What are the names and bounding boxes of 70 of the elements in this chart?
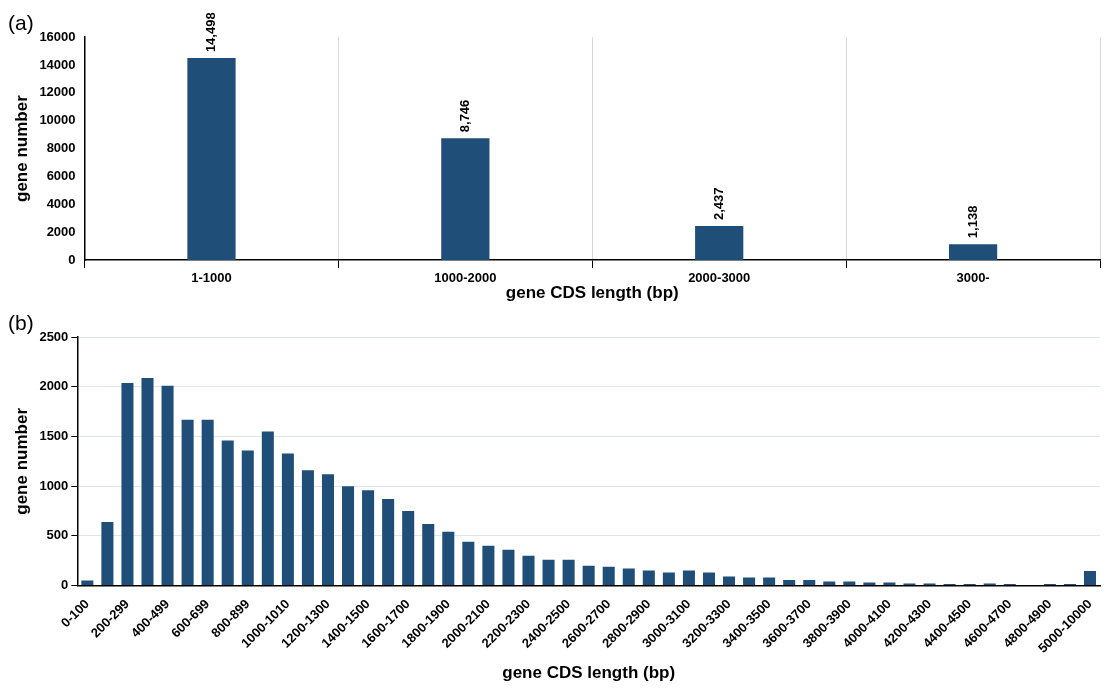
- y-tick-label: 1500: [39, 428, 69, 444]
- y-tick-label: 6000: [46, 168, 76, 184]
- x-tick-label: 1000-2000: [434, 270, 497, 286]
- bar: [141, 377, 154, 585]
- bar: [321, 474, 334, 585]
- x-axis-title: gene CDS length (bp): [502, 663, 676, 683]
- bar: [281, 453, 294, 585]
- bar: [342, 486, 355, 585]
- bar: [783, 580, 796, 585]
- bar: [442, 531, 455, 585]
- bar: [482, 545, 495, 585]
- bar: [201, 419, 214, 585]
- y-tick-label: 10000: [39, 112, 76, 128]
- x-tick-label: 3000-: [956, 270, 990, 286]
- y-tick-label: 4000: [46, 195, 76, 211]
- bar: [161, 385, 174, 585]
- data-label: 1,138: [964, 205, 980, 239]
- y-tick-label: 2500: [39, 328, 69, 344]
- bar: [723, 576, 736, 585]
- bar: [181, 419, 194, 585]
- bar: [241, 450, 254, 585]
- bar: [695, 226, 744, 260]
- bar: [602, 566, 615, 585]
- bar: [682, 570, 695, 585]
- bar: [422, 523, 435, 585]
- bar: [702, 572, 715, 585]
- y-tick-label: 8000: [46, 140, 76, 156]
- bar: [763, 577, 776, 585]
- bar: [522, 555, 535, 585]
- y-tick-label: 500: [46, 527, 69, 543]
- bar: [362, 490, 375, 585]
- y-axis-title: gene number: [11, 407, 31, 515]
- y-tick-label: 2000: [39, 378, 69, 394]
- bar: [662, 572, 675, 585]
- y-tick-label: 2000: [46, 223, 76, 239]
- bar: [441, 138, 490, 260]
- chart-title: (b): [8, 311, 34, 335]
- bar: [402, 511, 415, 585]
- y-tick-label: 14000: [39, 56, 76, 72]
- x-axis-title: gene CDS length (bp): [505, 283, 679, 303]
- y-tick-label: 12000: [39, 84, 76, 100]
- y-tick-label: 0: [61, 577, 69, 593]
- bar: [622, 568, 635, 585]
- bar: [187, 58, 236, 260]
- y-tick-label: 16000: [39, 28, 76, 44]
- x-tick-label: 1-1000: [191, 270, 232, 286]
- y-axis-title: gene number: [11, 94, 31, 202]
- x-tick-label: 2000-3000: [688, 270, 751, 286]
- bar: [101, 521, 114, 585]
- bar: [221, 440, 234, 585]
- bar: [948, 244, 998, 260]
- y-tick-label: 1000: [39, 477, 69, 493]
- data-label: 2,437: [710, 187, 726, 221]
- bar: [502, 549, 515, 585]
- bar: [642, 570, 655, 585]
- bar: [743, 577, 756, 585]
- bar: [462, 541, 475, 585]
- bar: [261, 431, 274, 585]
- chart-title: (a): [8, 11, 34, 35]
- y-tick-label: 0: [68, 251, 76, 267]
- bar: [562, 559, 575, 585]
- data-label: 8,746: [456, 99, 472, 133]
- bar: [301, 470, 314, 585]
- bar: [542, 559, 555, 585]
- bar: [121, 382, 134, 585]
- bar: [582, 565, 595, 585]
- bar: [803, 580, 816, 585]
- bar: [382, 499, 395, 585]
- bar: [1083, 571, 1096, 585]
- data-label: 14,498: [203, 12, 219, 53]
